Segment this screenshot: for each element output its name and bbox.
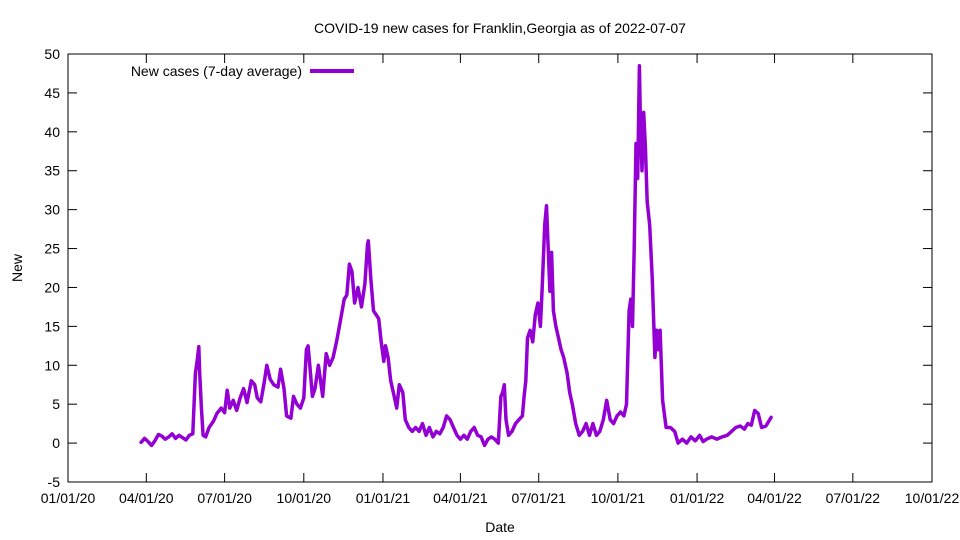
x-tick-label: 10/01/20 xyxy=(277,490,332,506)
y-tick-label: 35 xyxy=(44,163,60,179)
y-tick-label: 40 xyxy=(44,124,60,140)
x-tick-label: 04/01/22 xyxy=(747,490,802,506)
x-tick-label: 10/01/22 xyxy=(905,490,960,506)
y-tick-label: -5 xyxy=(48,474,61,490)
series-line xyxy=(139,63,773,448)
y-tick-label: 10 xyxy=(44,357,60,373)
x-tick-label: 01/01/22 xyxy=(670,490,725,506)
y-tick-label: 5 xyxy=(52,396,60,412)
plot-area xyxy=(67,53,933,483)
y-tick-label: 20 xyxy=(44,279,60,295)
y-tick-label: 15 xyxy=(44,318,60,334)
y-tick-label: 45 xyxy=(44,85,60,101)
x-tick-label: 01/01/20 xyxy=(41,490,96,506)
y-tick-label: 50 xyxy=(44,46,60,62)
x-axis: 01/01/20 04/01/20 07/01/20 10/01/20 01/01/21… xyxy=(41,54,960,506)
y-tick-label: 30 xyxy=(44,202,60,218)
series-layer xyxy=(139,63,773,448)
x-tick-label: 07/01/20 xyxy=(197,490,252,506)
chart-title: COVID-19 new cases for Franklin,Georgia … xyxy=(314,20,686,36)
x-tick-label: 04/01/20 xyxy=(119,490,174,506)
y-axis-label: New xyxy=(9,253,25,282)
x-tick-label: 04/01/21 xyxy=(433,490,488,506)
x-tick-label: 07/01/21 xyxy=(511,490,566,506)
x-tick-label: 10/01/21 xyxy=(591,490,646,506)
y-tick-label: 0 xyxy=(52,435,60,451)
y-axis: -5 0 5 10 15 20 25 30 35 40 45 50 xyxy=(44,46,932,490)
x-tick-label: 01/01/21 xyxy=(356,490,411,506)
x-tick-label: 07/01/22 xyxy=(826,490,881,506)
legend-label: New cases (7-day average) xyxy=(131,63,302,79)
x-axis-label: Date xyxy=(485,519,515,535)
y-tick-label: 25 xyxy=(44,241,60,257)
legend: New cases (7-day average) xyxy=(131,63,354,79)
